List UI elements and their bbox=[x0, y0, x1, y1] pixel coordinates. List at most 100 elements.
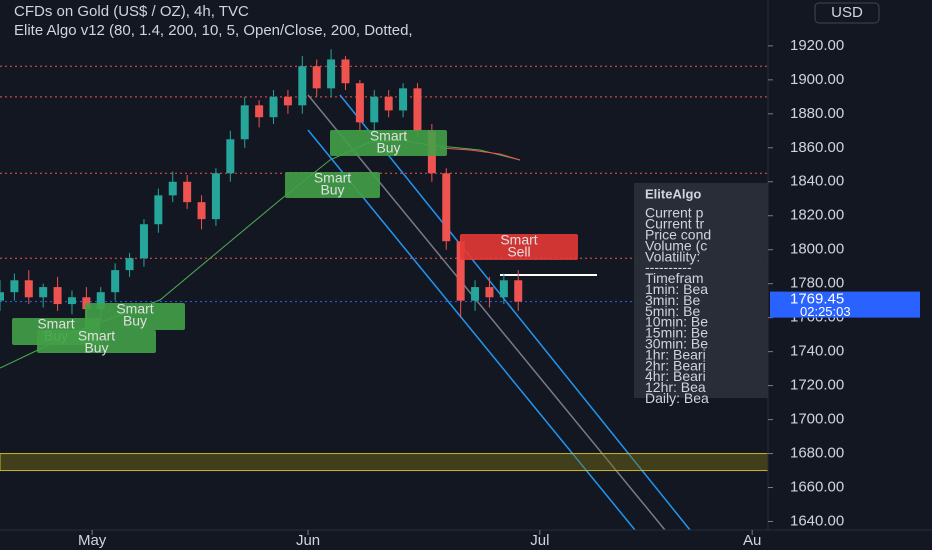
channel-mid bbox=[307, 94, 666, 531]
candle-body bbox=[413, 88, 422, 131]
candle-body bbox=[240, 105, 249, 140]
panel-line: 12hr: Bea bbox=[645, 379, 706, 395]
candle-body bbox=[298, 66, 307, 106]
panel-line: Daily: Bea bbox=[645, 390, 709, 406]
panel-line: 4hr: Beari bbox=[645, 368, 706, 384]
trailing-line bbox=[439, 147, 521, 161]
y-tick-label: 1660.00 bbox=[790, 479, 844, 496]
candle-body bbox=[456, 241, 465, 301]
panel-bg bbox=[634, 183, 768, 398]
panel-line: Price cond bbox=[645, 227, 711, 243]
signal-text: Buy bbox=[84, 340, 108, 356]
candle-body bbox=[485, 287, 494, 298]
signal-text: Smart bbox=[37, 316, 74, 332]
candle-body bbox=[341, 59, 350, 84]
y-tick-label: 1640.00 bbox=[790, 512, 844, 529]
signal-text: Smart bbox=[500, 232, 537, 248]
panel-line: Volume (c bbox=[645, 237, 707, 253]
candle-body bbox=[24, 280, 33, 298]
y-tick-label: 1860.00 bbox=[790, 139, 844, 156]
candle-body bbox=[355, 83, 364, 123]
y-tick-label: 1920.00 bbox=[790, 37, 844, 54]
signal-box bbox=[85, 303, 185, 330]
panel-line: 1min: Bea bbox=[645, 281, 708, 297]
y-tick-label: 1800.00 bbox=[790, 241, 844, 258]
price-axis bbox=[768, 0, 932, 550]
countdown-label: 02:25:03 bbox=[800, 304, 851, 319]
candle-body bbox=[471, 287, 480, 301]
currency-label[interactable]: USD bbox=[831, 4, 863, 21]
candle-body bbox=[168, 181, 177, 196]
candle-body bbox=[10, 280, 19, 293]
candle-body bbox=[0, 292, 4, 301]
y-tick-label: 1880.00 bbox=[790, 105, 844, 122]
candle-body bbox=[283, 96, 292, 106]
candle-body bbox=[111, 270, 120, 293]
panel-line: ---------- bbox=[645, 259, 692, 275]
channel-high bbox=[339, 94, 691, 531]
chart-subtitle: Elite Algo v12 (80, 1.4, 200, 10, 5, Ope… bbox=[14, 22, 413, 39]
x-tick-label: Jul bbox=[530, 532, 549, 549]
candle-body bbox=[53, 287, 62, 305]
signal-box bbox=[330, 130, 447, 156]
candle-body bbox=[370, 96, 379, 123]
panel-line: 10min: Be bbox=[645, 314, 708, 330]
signal-text: Smart bbox=[116, 301, 153, 317]
price-tag bbox=[770, 291, 920, 318]
panel-line: 2hr: Beari bbox=[645, 357, 706, 373]
panel-title: EliteAlgo bbox=[645, 186, 701, 201]
candle-body bbox=[125, 258, 134, 271]
candle-body bbox=[255, 105, 264, 118]
panel-line: 1hr: Beari bbox=[645, 346, 706, 362]
y-tick-label: 1840.00 bbox=[790, 173, 844, 190]
y-tick-label: 1740.00 bbox=[790, 343, 844, 360]
candle-body bbox=[139, 224, 148, 259]
signal-text: Smart bbox=[314, 170, 351, 186]
y-tick-label: 1720.00 bbox=[790, 377, 844, 394]
candle-body bbox=[269, 96, 278, 118]
chart-title: CFDs on Gold (US$ / OZ), 4h, TVC bbox=[14, 3, 249, 20]
signal-text: Smart bbox=[78, 328, 115, 344]
panel-line: 15min: Be bbox=[645, 325, 708, 341]
signal-box bbox=[460, 234, 578, 260]
panel-line: 5min: Be bbox=[645, 303, 700, 319]
candle-body bbox=[399, 88, 408, 111]
last-price-label: 1769.45 bbox=[790, 291, 844, 308]
candle-body bbox=[39, 287, 48, 298]
candle-body bbox=[442, 173, 451, 242]
candle-body bbox=[67, 297, 76, 305]
panel-line: Current tr bbox=[645, 216, 704, 232]
y-tick-label: 1700.00 bbox=[790, 411, 844, 428]
panel-line: Volatility: bbox=[645, 248, 700, 264]
candle-body bbox=[96, 292, 105, 310]
candle-body bbox=[197, 202, 206, 220]
candle-body bbox=[499, 280, 508, 298]
plot-area: SmartBuySmartBuySmartBuySmartBuySmartBuy… bbox=[0, 49, 769, 531]
signal-text: Sell bbox=[507, 244, 530, 260]
y-tick-label: 1680.00 bbox=[790, 445, 844, 462]
x-tick-label: Jun bbox=[296, 532, 320, 549]
panel-line: Current p bbox=[645, 205, 704, 221]
candle-body bbox=[312, 66, 321, 89]
signal-text: Buy bbox=[320, 182, 344, 198]
candle-body bbox=[384, 96, 393, 111]
panel-line: 3min: Be bbox=[645, 292, 700, 308]
x-tick-label: May bbox=[78, 532, 107, 549]
candle-body bbox=[183, 181, 192, 203]
candle-body bbox=[226, 139, 235, 174]
candle-body bbox=[211, 173, 220, 220]
candle-body bbox=[514, 280, 523, 302]
signal-box bbox=[37, 330, 156, 353]
panel-line: 30min: Be bbox=[645, 336, 708, 352]
signal-text: Buy bbox=[376, 140, 400, 156]
candle-body bbox=[327, 59, 336, 89]
y-tick-label: 1780.00 bbox=[790, 275, 844, 292]
signal-text: Smart bbox=[370, 128, 407, 144]
panel-line: Timefram bbox=[645, 270, 704, 286]
supply-zone bbox=[0, 453, 769, 472]
currency-button[interactable] bbox=[814, 2, 880, 24]
y-tick-label: 1900.00 bbox=[790, 71, 844, 88]
y-tick-label: 1820.00 bbox=[790, 207, 844, 224]
